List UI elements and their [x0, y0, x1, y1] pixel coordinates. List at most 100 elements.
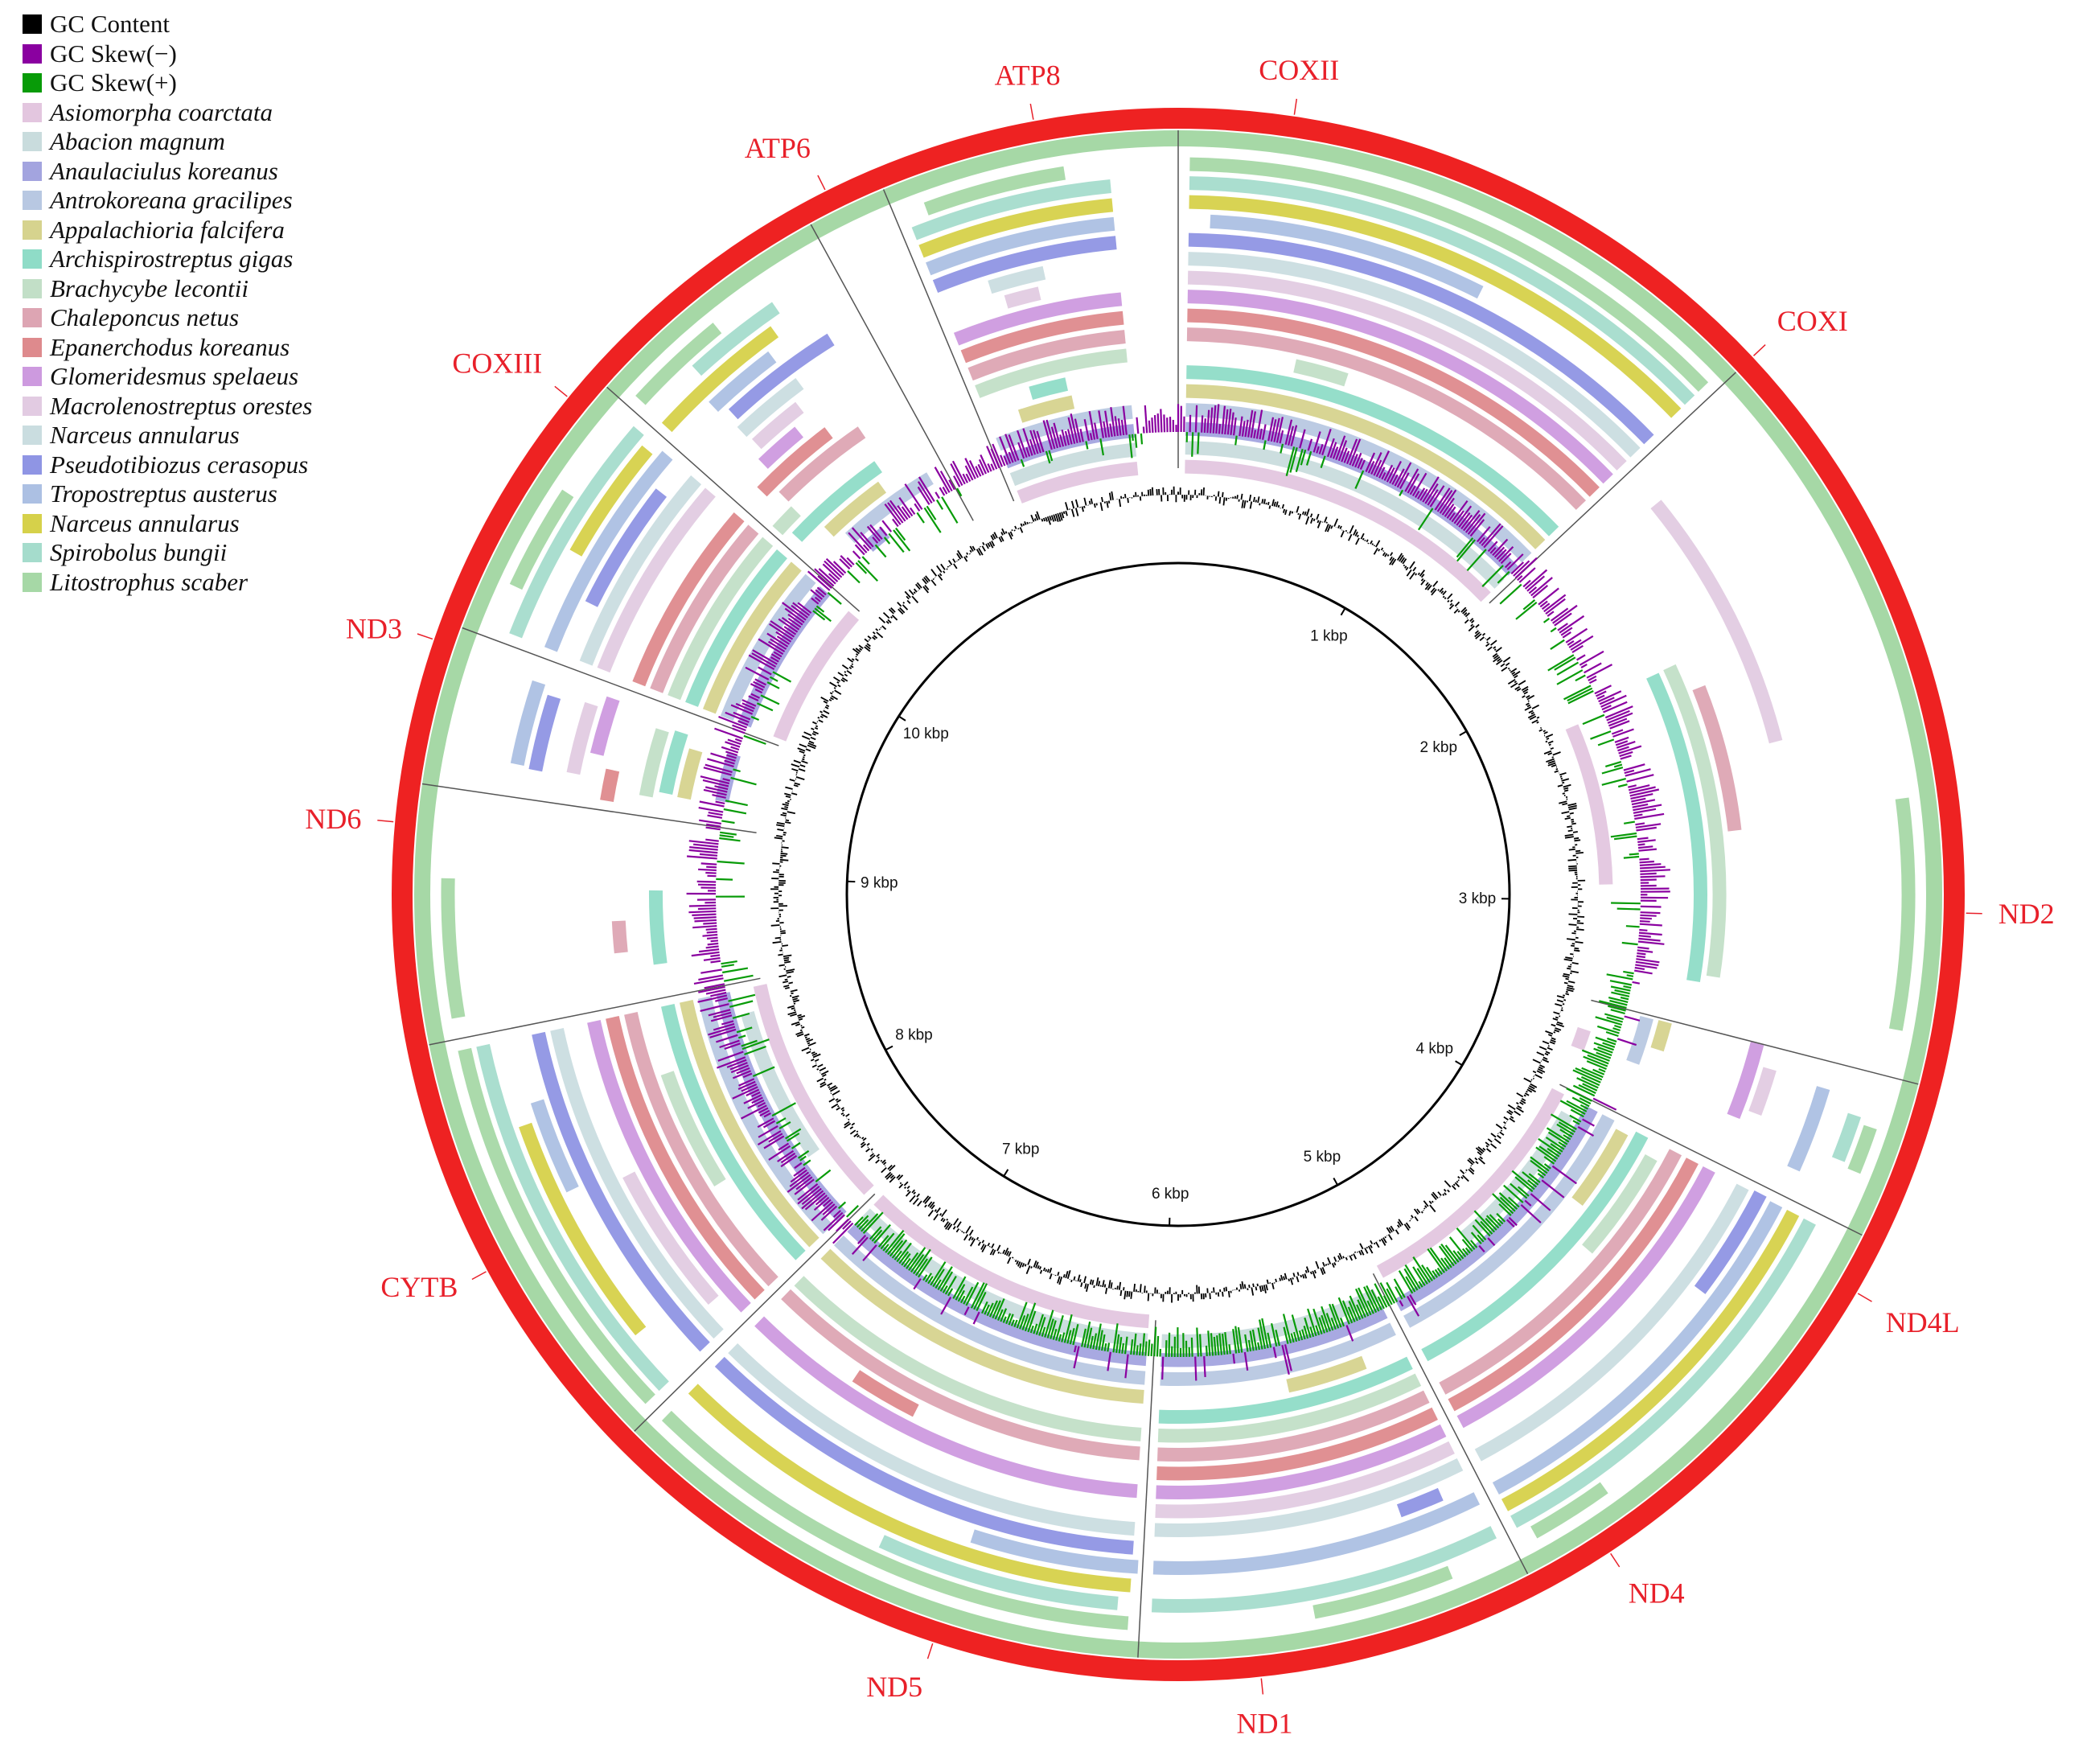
- legend-label: GC Skew(−): [50, 39, 177, 68]
- gc-content-bar: [779, 858, 789, 861]
- blast-hit-arc: [1189, 195, 1682, 418]
- gc-skew-bar: [1613, 763, 1623, 768]
- gc-content-bar: [947, 1223, 953, 1231]
- gc-content-bar: [1326, 524, 1332, 532]
- gc-skew-bar: [1438, 1245, 1455, 1267]
- gc-content-bar: [801, 1046, 810, 1052]
- gc-content-bar: [1497, 658, 1501, 662]
- gc-content-bar: [1275, 501, 1279, 508]
- gc-content-bar: [953, 1218, 959, 1226]
- gc-skew-bar: [1088, 411, 1096, 440]
- gc-content-bar: [881, 1166, 887, 1174]
- gc-skew-bar: [1467, 512, 1486, 535]
- gc-skew-bar: [1640, 917, 1652, 920]
- gc-content-bar: [985, 543, 989, 549]
- gc-content-bar: [976, 1236, 980, 1240]
- gc-content-bar: [1239, 1284, 1243, 1289]
- gc-skew-bar: [1597, 738, 1615, 746]
- gc-content-bar: [1337, 524, 1341, 528]
- gc-skew-bar: [705, 989, 726, 995]
- gc-content-bar: [1454, 601, 1460, 607]
- gc-skew-bar: [811, 1201, 834, 1222]
- gc-skew-bar: [1351, 454, 1358, 467]
- gc-content-bar: [1338, 1252, 1343, 1260]
- gc-skew-bar: [1085, 441, 1089, 450]
- gc-content-bar: [817, 1063, 824, 1068]
- gc-content-bar: [1013, 529, 1016, 532]
- gc-skew-bar: [956, 487, 963, 497]
- gc-content-bar: [832, 691, 834, 693]
- gc-skew-bar: [726, 1059, 747, 1068]
- gc-content-bar: [1554, 1029, 1560, 1033]
- gc-skew-bar: [1537, 1169, 1547, 1177]
- gc-content-bar: [791, 767, 799, 772]
- gene-label: COXII: [1259, 54, 1339, 86]
- legend-label: Abacion magnum: [50, 127, 225, 156]
- gc-skew-bar: [1550, 607, 1569, 622]
- gc-content-bar: [1547, 762, 1556, 767]
- gc-skew-bar: [1089, 1335, 1094, 1349]
- gc-content-bar: [1516, 1092, 1524, 1098]
- gc-content-bar: [1065, 510, 1068, 516]
- gc-skew-bar: [1354, 470, 1365, 489]
- backbone-circle: [845, 561, 1511, 1227]
- gc-skew-bar: [827, 591, 842, 605]
- gc-skew-bar: [984, 1304, 990, 1315]
- gc-skew-bar: [703, 956, 721, 961]
- gc-skew-bar: [1624, 769, 1635, 775]
- gc-content-bar: [1562, 792, 1566, 795]
- gc-skew-bar: [737, 720, 749, 726]
- gc-skew-bar: [700, 968, 722, 974]
- gc-content-bar: [1038, 1266, 1042, 1270]
- gc-content-bar: [1345, 1256, 1348, 1260]
- gc-content-bar: [1375, 1241, 1380, 1248]
- blast-hit-arc: [458, 1047, 655, 1404]
- gc-skew-bar: [794, 1178, 815, 1195]
- gc-content-bar: [1463, 612, 1468, 616]
- blast-hit-arc: [757, 427, 833, 497]
- gc-content-bar: [1454, 1182, 1460, 1188]
- gc-skew-bar: [1441, 497, 1455, 516]
- gc-skew-bar: [1610, 832, 1637, 838]
- gc-skew-bar: [842, 1220, 852, 1230]
- gc-skew-bar: [715, 997, 728, 1002]
- gc-skew-bar: [1370, 452, 1382, 475]
- gc-skew-bar: [732, 1086, 758, 1100]
- gc-skew-bar: [1538, 587, 1559, 606]
- gc-content-bar: [862, 1137, 867, 1141]
- gc-skew-bar: [762, 1120, 776, 1129]
- gc-content-bar: [1364, 539, 1366, 541]
- gc-content-bar: [979, 545, 981, 548]
- gc-skew-bar: [1485, 1218, 1497, 1231]
- gc-content-bar: [1497, 1134, 1501, 1139]
- legend: GC Content GC Skew(−) GC Skew(+) Asiomorpha…: [23, 10, 312, 597]
- gc-content-bar: [1081, 506, 1084, 512]
- gc-skew-bar: [1070, 413, 1078, 444]
- gc-skew-bar: [1524, 1199, 1532, 1207]
- gc-content-bar: [1065, 1271, 1069, 1279]
- gc-content-bar: [1354, 531, 1358, 537]
- gc-content-bar: [966, 552, 969, 555]
- gc-skew-bar: [732, 1012, 750, 1019]
- gc-skew-bar: [699, 853, 718, 857]
- gc-content-bar: [1470, 623, 1474, 627]
- gc-content-bar: [902, 602, 906, 604]
- gc-skew-bar: [1197, 432, 1200, 454]
- gc-content-bar: [1414, 1215, 1419, 1222]
- gc-content-bar: [1420, 578, 1424, 582]
- gc-content-bar: [1339, 525, 1342, 529]
- gc-skew-bar: [1189, 414, 1192, 433]
- gc-skew-bar: [1354, 452, 1362, 468]
- gc-skew-bar: [999, 436, 1012, 464]
- gc-skew-bar: [1638, 937, 1661, 942]
- blast-hit-arc: [476, 1043, 669, 1392]
- legend-label: Tropostreptus austerus: [50, 479, 277, 508]
- gc-skew-bar: [901, 506, 911, 519]
- gc-content-bar: [840, 1112, 844, 1116]
- gc-skew-bar: [1383, 464, 1394, 481]
- gc-content-bar: [810, 1059, 815, 1062]
- gc-skew-bar: [1017, 442, 1025, 459]
- gc-content-bar: [1528, 709, 1534, 713]
- kbp-tick-mark: [898, 715, 906, 722]
- gc-content-bar: [1439, 587, 1444, 593]
